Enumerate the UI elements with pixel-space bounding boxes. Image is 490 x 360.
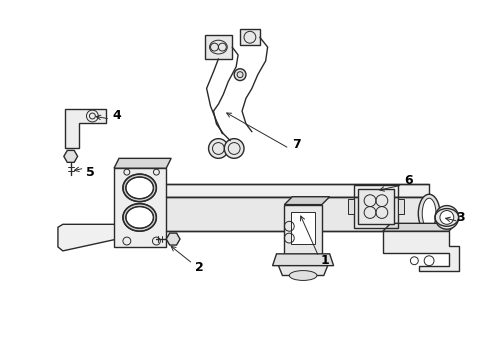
Text: 5: 5 [86,166,95,179]
Polygon shape [114,168,166,247]
Polygon shape [291,212,315,244]
Circle shape [224,139,244,158]
Text: 2: 2 [195,261,203,274]
Polygon shape [284,197,330,204]
Polygon shape [64,150,77,162]
Polygon shape [240,30,260,45]
Polygon shape [397,199,404,215]
Polygon shape [120,197,429,231]
Polygon shape [65,109,106,148]
Text: 7: 7 [292,138,301,151]
Circle shape [234,69,246,81]
Polygon shape [120,184,429,197]
Ellipse shape [289,271,317,280]
Ellipse shape [126,207,153,228]
Polygon shape [358,189,393,224]
Polygon shape [166,233,180,245]
Ellipse shape [126,177,153,199]
Polygon shape [205,35,232,59]
Polygon shape [278,266,328,275]
Text: 4: 4 [112,108,121,122]
Circle shape [440,211,454,224]
Polygon shape [383,231,459,271]
Ellipse shape [418,194,440,233]
Text: 1: 1 [321,254,330,267]
Polygon shape [284,204,322,254]
Polygon shape [114,158,171,168]
Polygon shape [272,254,334,266]
Polygon shape [348,199,354,215]
Ellipse shape [422,198,436,229]
Polygon shape [383,223,457,231]
Text: 6: 6 [405,175,413,188]
Polygon shape [58,224,117,251]
Ellipse shape [123,204,156,231]
Text: 3: 3 [457,211,465,224]
Circle shape [209,139,228,158]
Ellipse shape [123,174,156,202]
Circle shape [435,206,459,229]
